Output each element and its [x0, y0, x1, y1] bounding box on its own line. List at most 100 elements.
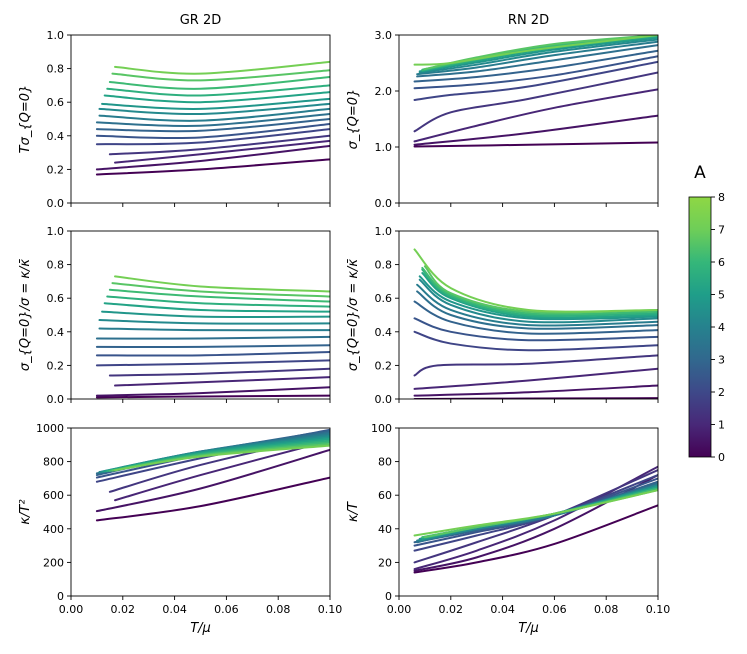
series-line-3 — [413, 469, 658, 564]
axes-frame — [70, 230, 331, 400]
series-line-4 — [95, 128, 330, 146]
series-group — [95, 275, 330, 399]
series-line-9 — [418, 278, 658, 324]
x-tick-label: 0.04 — [490, 603, 515, 616]
y-tick-label: 0.6 — [375, 292, 393, 305]
series-line-0 — [413, 141, 658, 148]
series-group — [413, 35, 658, 148]
colorbar-tick-label: 2 — [718, 386, 725, 399]
y-axis-label: κ/T — [346, 501, 361, 522]
x-tick-label: 0.00 — [387, 603, 412, 616]
series-line-4 — [413, 474, 658, 552]
y-tick-label: 80 — [378, 456, 392, 469]
y-axis-label: Tσ_{Q=0} — [18, 85, 33, 154]
series-line-1 — [95, 448, 330, 513]
series-line-0 — [95, 158, 330, 176]
series-line-11 — [103, 91, 330, 104]
series-line-15 — [413, 489, 658, 537]
series-line-11 — [103, 302, 330, 313]
colorbar-tick-label: 7 — [718, 224, 725, 237]
y-tick-label: 200 — [43, 556, 64, 569]
y-tick-label: 60 — [378, 489, 392, 502]
series-line-11 — [421, 272, 658, 319]
series-line-2 — [413, 88, 658, 143]
series-line-5 — [413, 317, 658, 342]
colorbar-tick-label: 8 — [718, 191, 725, 204]
series-line-7 — [416, 44, 658, 78]
series-line-6 — [95, 344, 330, 349]
colorbar: A 0 1 2 3 4 5 6 7 8 — [688, 163, 725, 464]
series-line-9 — [98, 102, 330, 116]
series-line-6 — [95, 118, 330, 133]
series-line-8 — [416, 40, 658, 76]
series-group — [95, 60, 330, 176]
y-tick-label: 1.0 — [47, 29, 65, 42]
colorbar-gradient — [688, 196, 712, 458]
series-line-1 — [95, 386, 330, 397]
y-tick-label: 0.8 — [375, 259, 393, 272]
series-line-0 — [95, 476, 330, 522]
x-axis-label: T/μ — [190, 621, 211, 636]
series-line-10 — [101, 310, 330, 319]
series-line-12 — [106, 295, 330, 308]
y-tick-label: 800 — [43, 456, 64, 469]
series-line-14 — [111, 282, 330, 298]
series-line-1 — [95, 144, 330, 171]
y-tick-label: 1.0 — [375, 141, 393, 154]
colorbar-ticks: 0 1 2 3 4 5 6 7 8 — [711, 191, 725, 464]
x-tick-label: 0.08 — [594, 603, 619, 616]
x-axis-label: T/μ — [518, 621, 539, 636]
series-line-2 — [114, 376, 330, 387]
series-line-1 — [413, 114, 658, 146]
series-line-7 — [95, 112, 330, 127]
y-tick-label: 0.4 — [375, 326, 393, 339]
y-tick-label: 0.0 — [375, 393, 393, 406]
series-line-3 — [108, 134, 330, 156]
series-line-3 — [413, 354, 658, 377]
axes-frame — [70, 427, 331, 597]
series-line-4 — [413, 330, 658, 352]
panel-rn_ratio: 0.0 0.2 0.4 0.6 0.8 1.0 σ_{Q=0}/σ = κ/κ̄ — [346, 225, 659, 406]
series-line-14 — [111, 69, 330, 82]
y-tick-label: 0.2 — [375, 359, 393, 372]
series-line-5 — [95, 350, 330, 357]
series-line-6 — [413, 300, 658, 335]
y-tick-label: 0 — [57, 590, 64, 603]
y-tick-label: 1000 — [36, 422, 64, 435]
y-tick-label: 1.0 — [375, 225, 393, 238]
colorbar-tick-label: 0 — [718, 451, 725, 464]
panel-gr_ratio: 0.0 0.2 0.4 0.6 0.8 1.0 σ_{Q=0}/σ = κ/κ̄ — [18, 225, 331, 406]
y-tick-label: 600 — [43, 489, 64, 502]
y-tick-label: 40 — [378, 523, 392, 536]
panels: 0.0 0.2 0.4 0.6 0.8 1.0 GR 2D Tσ_{Q=0} 0.0 1.0 2.0… — [18, 13, 670, 636]
panel-gr_kappa: 0 200 400 600 800 1000 0.00 0.02 0.04 0.06 0.08 0.1… — [18, 422, 342, 636]
y-tick-label: 0 — [385, 590, 392, 603]
series-line-13 — [108, 76, 330, 90]
series-line-7 — [416, 290, 658, 330]
y-tick-label: 20 — [378, 556, 392, 569]
colorbar-tick-label: 3 — [718, 354, 725, 367]
series-line-15 — [114, 444, 330, 472]
y-tick-label: 0.2 — [47, 359, 65, 372]
series-line-9 — [418, 38, 658, 74]
series-line-7 — [95, 335, 330, 340]
y-tick-label: 2.0 — [375, 85, 393, 98]
series-line-15 — [413, 248, 658, 313]
series-line-15 — [114, 275, 330, 293]
y-tick-label: 0.6 — [47, 292, 65, 305]
colorbar-tick-label: 1 — [718, 419, 725, 432]
y-tick-label: 1.0 — [47, 225, 65, 238]
series-line-2 — [413, 367, 658, 390]
y-tick-label: 0.4 — [47, 326, 65, 339]
y-tick-label: 0.8 — [47, 259, 65, 272]
series-line-0 — [413, 504, 658, 574]
colorbar-label: A — [694, 163, 706, 183]
series-line-0 — [95, 394, 330, 399]
y-tick-label: 400 — [43, 523, 64, 536]
series-line-15 — [413, 35, 658, 66]
y-tick-label: 0.2 — [47, 163, 65, 176]
y-axis-label: σ_{Q=0} — [346, 89, 361, 150]
y-axis-label: κ/T² — [18, 499, 33, 524]
axes-frame — [398, 427, 659, 597]
